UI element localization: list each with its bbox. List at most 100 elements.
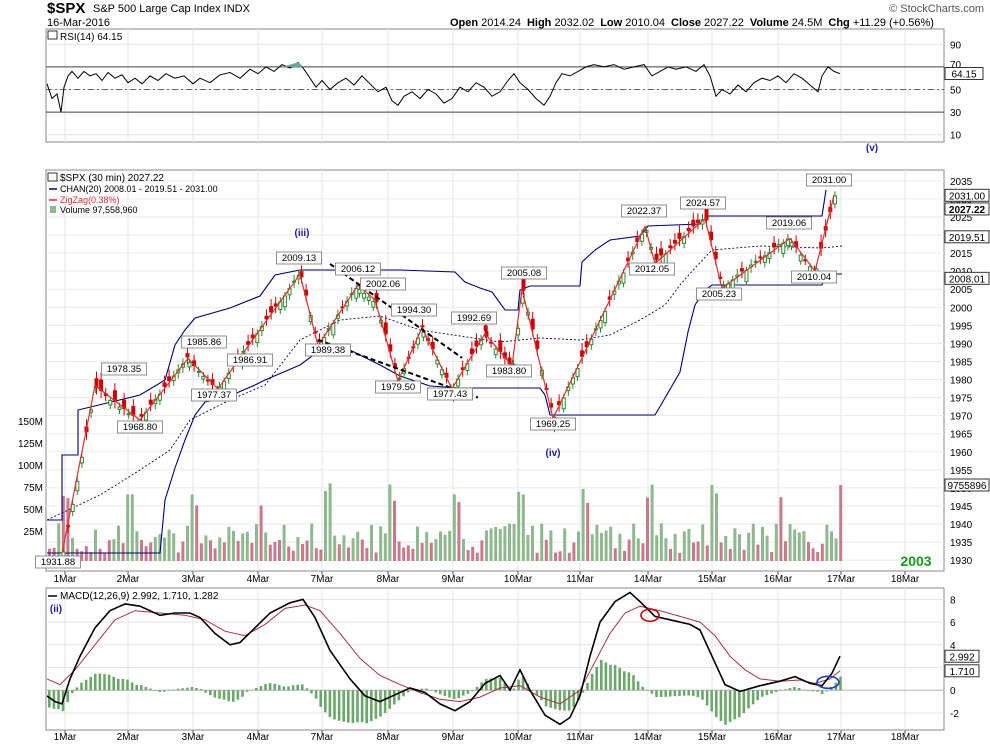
volume-bar [255, 524, 258, 561]
volume-bar [443, 534, 447, 561]
rsi-value-tag [944, 67, 984, 81]
volume-bar [232, 531, 235, 561]
histogram-bar [351, 690, 355, 723]
volume-bar [186, 525, 189, 561]
price-value-label: 2008.01 [949, 274, 986, 285]
macd-line [46, 591, 841, 726]
histogram-bar [218, 690, 221, 699]
histogram-bar [112, 676, 115, 691]
histogram-bar [314, 690, 318, 699]
volume-bar [494, 527, 498, 561]
volume-bar [103, 552, 107, 561]
volume-bar [650, 484, 654, 561]
volume-bar [144, 546, 148, 561]
volume-tick-label: 25M [24, 527, 43, 538]
price-tick-label: 1945 [950, 502, 973, 513]
candle-body [66, 525, 71, 528]
volume-bar [834, 538, 838, 561]
rsi-tick-label: 10 [950, 131, 962, 142]
macd-value-label: 2.992 [949, 652, 974, 663]
pivot-label-box [806, 173, 853, 187]
wave-label: (iv) [546, 448, 561, 459]
volume-bar [236, 540, 240, 561]
volume-bar [830, 531, 833, 561]
candle-body [362, 293, 367, 299]
histogram-bar [420, 688, 424, 691]
volume-bar [71, 537, 74, 561]
volume-bar [462, 539, 465, 561]
histogram-bar [687, 690, 690, 696]
candle-body [357, 288, 362, 294]
pivot-label: 2010.04 [797, 272, 831, 283]
volume-bar [291, 550, 295, 561]
histogram-bar [632, 675, 635, 691]
x-tick-label-bottom: 16Mar [764, 732, 793, 743]
histogram-bar [558, 690, 562, 711]
histogram-bar [324, 690, 327, 713]
volume-bar [733, 528, 737, 561]
pivot-label-box [117, 420, 164, 434]
price-legend-icon [47, 172, 58, 182]
histogram-bar [232, 690, 235, 702]
histogram-bar [163, 690, 166, 692]
candle-body [677, 232, 682, 239]
pivot-label: 2006.12 [341, 264, 375, 275]
price-value-tag [944, 188, 990, 202]
pivot-label-box [334, 262, 381, 276]
histogram-bar [107, 674, 111, 691]
histogram-bar [724, 690, 727, 725]
price-tick-label: 2000 [950, 303, 973, 314]
volume-bar [227, 526, 231, 561]
pivot-label: 1931.88 [41, 557, 75, 568]
pivot-label-box [304, 343, 351, 357]
histogram-bar [756, 690, 759, 701]
channel-upper [47, 189, 827, 521]
volume-bar [379, 526, 383, 561]
histogram-bar [282, 686, 286, 691]
histogram-bar [319, 690, 322, 707]
volume-bar [135, 531, 139, 561]
volume-bar [595, 524, 599, 561]
price-tick-label: 1960 [950, 448, 973, 459]
volume-bar [586, 502, 590, 561]
volume-bar [632, 523, 636, 561]
volume-bar [687, 528, 691, 561]
histogram-bar [825, 690, 828, 692]
histogram-bar [627, 672, 631, 691]
histogram-bar [618, 667, 621, 691]
volume-bar [636, 538, 640, 561]
volume-bar [521, 494, 525, 561]
volume-bar [820, 543, 824, 561]
volume-bar [282, 524, 286, 561]
histogram-bar [751, 690, 755, 705]
histogram-bar [788, 688, 792, 691]
histogram-bar [241, 690, 244, 697]
histogram-bar [75, 687, 79, 691]
histogram-bar [305, 688, 309, 691]
volume-bar [577, 531, 580, 561]
histogram-bar [535, 690, 539, 696]
volume-bar [245, 531, 249, 561]
volume-bar [264, 532, 268, 561]
volume-bar [613, 548, 617, 561]
volume-bar [839, 485, 843, 561]
price-tick-label: 1980 [950, 376, 973, 387]
histogram-bar [397, 690, 401, 701]
pivot-label-box [226, 353, 273, 367]
x-tick-label: 18Mar [891, 574, 920, 585]
histogram-bar [521, 677, 525, 691]
volume-legend-label: Volume 97,558,960 [60, 205, 138, 215]
histogram-bar [328, 690, 332, 718]
histogram-bar [609, 664, 612, 691]
histogram-bar [733, 690, 736, 720]
histogram-bar [337, 690, 341, 721]
candle-body [108, 399, 113, 406]
histogram-bar [673, 690, 677, 697]
histogram-bar [696, 690, 700, 698]
volume-bar [287, 546, 291, 561]
candle-body [767, 251, 772, 260]
histogram-bar [715, 690, 718, 718]
volume-bar [61, 495, 65, 561]
ohlc-summary: Open 2014.24 High 2032.02 Low 2010.04 Close… [450, 17, 940, 29]
volume-bar [715, 493, 718, 561]
